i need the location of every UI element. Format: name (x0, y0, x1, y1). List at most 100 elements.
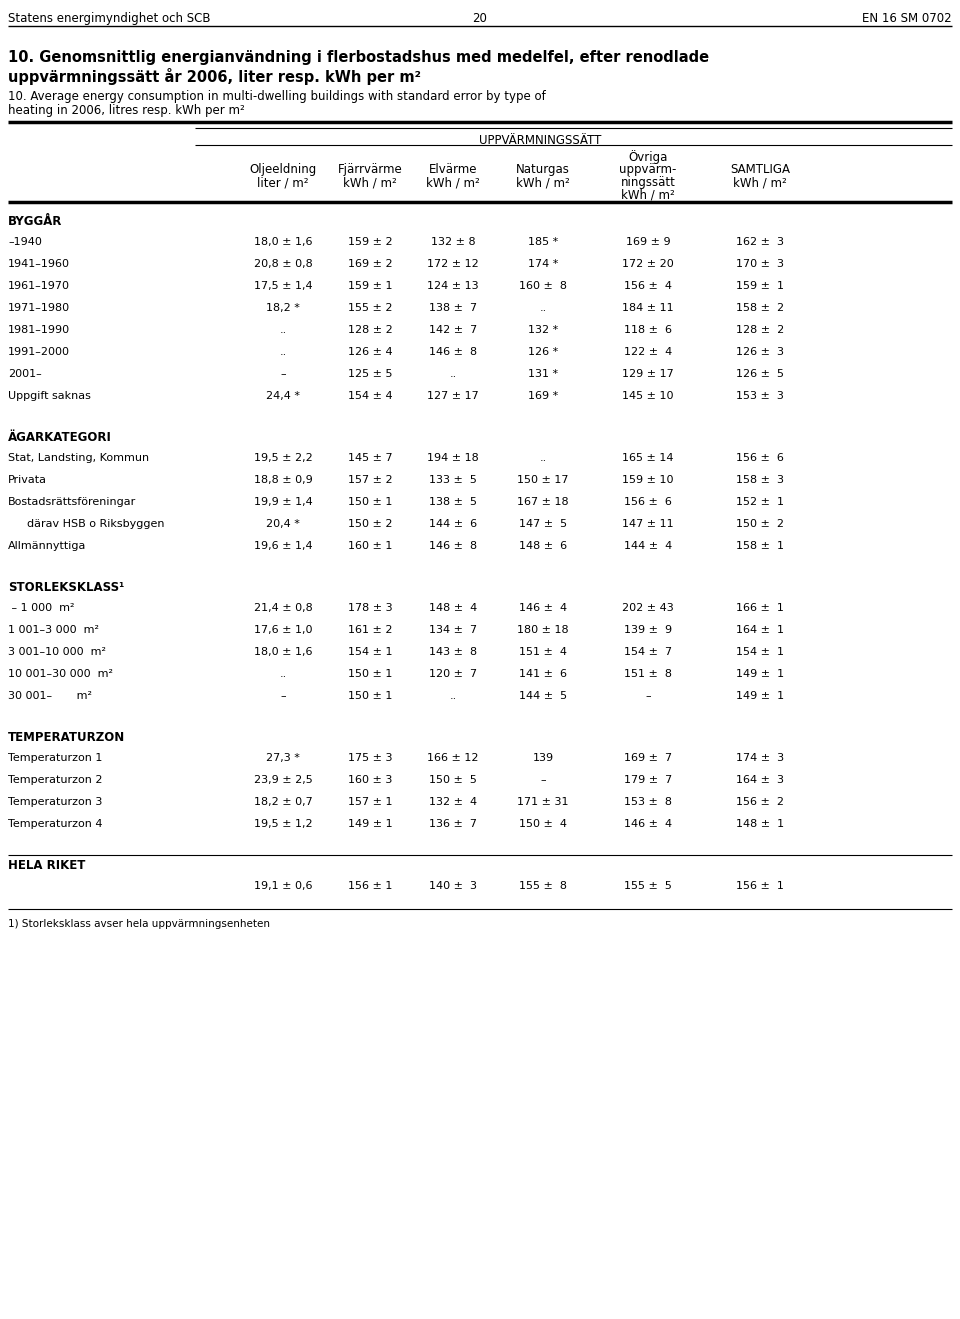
Text: 157 ± 1: 157 ± 1 (348, 797, 393, 807)
Text: ..: .. (540, 303, 546, 313)
Text: 126 ±  3: 126 ± 3 (736, 347, 784, 357)
Text: TEMPERATURZON: TEMPERATURZON (8, 731, 125, 744)
Text: 146 ±  4: 146 ± 4 (624, 819, 672, 830)
Text: 159 ± 1: 159 ± 1 (348, 281, 393, 291)
Text: 118 ±  6: 118 ± 6 (624, 324, 672, 335)
Text: 17,5 ± 1,4: 17,5 ± 1,4 (253, 281, 312, 291)
Text: 174 ±  3: 174 ± 3 (736, 753, 784, 762)
Text: Temperaturzon 2: Temperaturzon 2 (8, 776, 103, 785)
Text: 21,4 ± 0,8: 21,4 ± 0,8 (253, 603, 312, 613)
Text: Allmännyttiga: Allmännyttiga (8, 541, 86, 551)
Text: Temperaturzon 3: Temperaturzon 3 (8, 797, 103, 807)
Text: 169 *: 169 * (528, 390, 558, 401)
Text: 169 ± 2: 169 ± 2 (348, 259, 393, 269)
Text: 164 ±  3: 164 ± 3 (736, 776, 784, 785)
Text: 156 ±  6: 156 ± 6 (736, 452, 784, 463)
Text: 149 ± 1: 149 ± 1 (348, 819, 393, 830)
Text: 172 ± 20: 172 ± 20 (622, 259, 674, 269)
Text: 153 ±  8: 153 ± 8 (624, 797, 672, 807)
Text: 20: 20 (472, 12, 488, 25)
Text: 1971–1980: 1971–1980 (8, 303, 70, 313)
Text: 156 ± 1: 156 ± 1 (348, 881, 393, 892)
Text: 144 ±  5: 144 ± 5 (519, 691, 567, 700)
Text: –1940: –1940 (8, 237, 42, 247)
Text: Stat, Landsting, Kommun: Stat, Landsting, Kommun (8, 452, 149, 463)
Text: 161 ± 2: 161 ± 2 (348, 625, 393, 634)
Text: 132 *: 132 * (528, 324, 558, 335)
Text: 146 ±  8: 146 ± 8 (429, 541, 477, 551)
Text: ÄGARKATEGORI: ÄGARKATEGORI (8, 431, 112, 445)
Text: 194 ± 18: 194 ± 18 (427, 452, 479, 463)
Text: 166 ± 12: 166 ± 12 (427, 753, 479, 762)
Text: 156 ±  2: 156 ± 2 (736, 797, 784, 807)
Text: 128 ±  2: 128 ± 2 (736, 324, 784, 335)
Text: 1981–1990: 1981–1990 (8, 324, 70, 335)
Text: 159 ± 10: 159 ± 10 (622, 475, 674, 485)
Text: STORLEKSKLASS¹: STORLEKSKLASS¹ (8, 580, 124, 594)
Text: 138 ±  5: 138 ± 5 (429, 497, 477, 506)
Text: 150 ± 1: 150 ± 1 (348, 497, 393, 506)
Text: 146 ±  8: 146 ± 8 (429, 347, 477, 357)
Text: 149 ±  1: 149 ± 1 (736, 669, 784, 679)
Text: 126 ±  5: 126 ± 5 (736, 369, 784, 379)
Text: kWh / m²: kWh / m² (733, 177, 787, 190)
Text: 128 ± 2: 128 ± 2 (348, 324, 393, 335)
Text: BYGGÅR: BYGGÅR (8, 215, 62, 228)
Text: 158 ±  1: 158 ± 1 (736, 541, 784, 551)
Text: 139: 139 (533, 753, 554, 762)
Text: UPPVÄRMNINGSSÄTT: UPPVÄRMNINGSSÄTT (479, 135, 601, 146)
Text: 154 ± 4: 154 ± 4 (348, 390, 393, 401)
Text: 150 ±  4: 150 ± 4 (519, 819, 567, 830)
Text: 19,5 ± 2,2: 19,5 ± 2,2 (253, 452, 312, 463)
Text: 202 ± 43: 202 ± 43 (622, 603, 674, 613)
Text: 158 ±  3: 158 ± 3 (736, 475, 784, 485)
Text: Statens energimyndighet och SCB: Statens energimyndighet och SCB (8, 12, 210, 25)
Text: 145 ± 10: 145 ± 10 (622, 390, 674, 401)
Text: 154 ±  1: 154 ± 1 (736, 648, 784, 657)
Text: 148 ±  1: 148 ± 1 (736, 819, 784, 830)
Text: 152 ±  1: 152 ± 1 (736, 497, 784, 506)
Text: Privata: Privata (8, 475, 47, 485)
Text: därav HSB o Riksbyggen: därav HSB o Riksbyggen (20, 518, 164, 529)
Text: SAMTLIGA: SAMTLIGA (730, 164, 790, 175)
Text: 149 ±  1: 149 ± 1 (736, 691, 784, 700)
Text: heating in 2006, litres resp. kWh per m²: heating in 2006, litres resp. kWh per m² (8, 104, 245, 117)
Text: 156 ±  4: 156 ± 4 (624, 281, 672, 291)
Text: 180 ± 18: 180 ± 18 (517, 625, 569, 634)
Text: Bostadsrättsföreningar: Bostadsrättsföreningar (8, 497, 136, 506)
Text: 169 ± 9: 169 ± 9 (626, 237, 670, 247)
Text: 150 ± 2: 150 ± 2 (348, 518, 393, 529)
Text: 150 ±  5: 150 ± 5 (429, 776, 477, 785)
Text: 175 ± 3: 175 ± 3 (348, 753, 393, 762)
Text: 3 001–10 000  m²: 3 001–10 000 m² (8, 648, 106, 657)
Text: – 1 000  m²: – 1 000 m² (8, 603, 75, 613)
Text: 174 *: 174 * (528, 259, 558, 269)
Text: ..: .. (279, 324, 287, 335)
Text: 20,8 ± 0,8: 20,8 ± 0,8 (253, 259, 312, 269)
Text: 143 ±  8: 143 ± 8 (429, 648, 477, 657)
Text: 126 ± 4: 126 ± 4 (348, 347, 393, 357)
Text: Oljeeldning: Oljeeldning (250, 164, 317, 175)
Text: 139 ±  9: 139 ± 9 (624, 625, 672, 634)
Text: 165 ± 14: 165 ± 14 (622, 452, 674, 463)
Text: 144 ±  4: 144 ± 4 (624, 541, 672, 551)
Text: 19,6 ± 1,4: 19,6 ± 1,4 (253, 541, 312, 551)
Text: kWh / m²: kWh / m² (621, 189, 675, 202)
Text: 18,2 *: 18,2 * (266, 303, 300, 313)
Text: 125 ± 5: 125 ± 5 (348, 369, 393, 379)
Text: Uppgift saknas: Uppgift saknas (8, 390, 91, 401)
Text: 167 ± 18: 167 ± 18 (517, 497, 569, 506)
Text: Övriga: Övriga (628, 150, 668, 164)
Text: kWh / m²: kWh / m² (426, 177, 480, 190)
Text: 147 ± 11: 147 ± 11 (622, 518, 674, 529)
Text: Temperaturzon 4: Temperaturzon 4 (8, 819, 103, 830)
Text: 156 ±  1: 156 ± 1 (736, 881, 784, 892)
Text: 27,3 *: 27,3 * (266, 753, 300, 762)
Text: 162 ±  3: 162 ± 3 (736, 237, 784, 247)
Text: 132 ± 8: 132 ± 8 (431, 237, 475, 247)
Text: 150 ± 1: 150 ± 1 (348, 691, 393, 700)
Text: 166 ±  1: 166 ± 1 (736, 603, 784, 613)
Text: Elvärme: Elvärme (429, 164, 477, 175)
Text: 142 ±  7: 142 ± 7 (429, 324, 477, 335)
Text: Fjärrvärme: Fjärrvärme (338, 164, 402, 175)
